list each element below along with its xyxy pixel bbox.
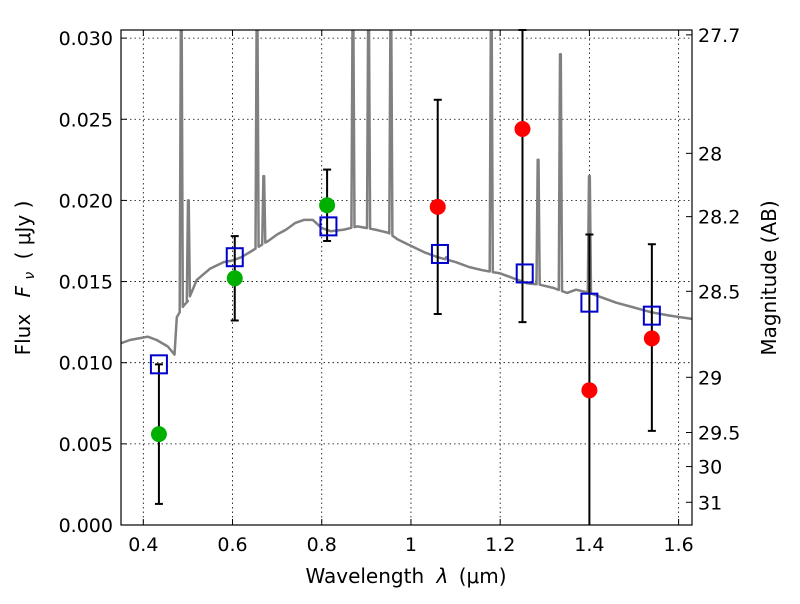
circle-marker bbox=[643, 330, 660, 347]
y-tick-label: 0.000 bbox=[59, 515, 113, 537]
x-tick-label: 0.6 bbox=[217, 534, 247, 556]
circle-marker bbox=[514, 121, 531, 137]
square-marker bbox=[642, 305, 661, 326]
y-tick-label: 0.020 bbox=[59, 190, 113, 212]
x-tick-label: 1.2 bbox=[485, 534, 515, 556]
magnitude-tick-label: 27.7 bbox=[698, 25, 740, 47]
square-marker bbox=[515, 263, 534, 284]
magnitude-tick-label: 28.5 bbox=[698, 281, 740, 303]
circle-marker bbox=[150, 426, 167, 443]
square-marker bbox=[580, 292, 599, 313]
square-marker bbox=[319, 216, 338, 237]
magnitude-tick-label: 30 bbox=[698, 457, 722, 479]
template-spectrum bbox=[121, 30, 692, 356]
x-axis-label: Wavelength λ (μm) bbox=[305, 564, 506, 588]
x-tick-label: 1.6 bbox=[664, 534, 694, 556]
y-tick-label: 0.015 bbox=[59, 272, 113, 294]
square-marker bbox=[225, 247, 244, 268]
data-markers bbox=[149, 121, 661, 443]
x-tick-label: 0.8 bbox=[307, 534, 337, 556]
y-tick-label: 0.005 bbox=[59, 434, 113, 456]
square-marker bbox=[430, 243, 449, 264]
y-axis-ticks: 0.000 0.005 0.010 0.015 0.020 0.025 0.030 bbox=[59, 28, 127, 537]
magnitude-tick-label: 28.2 bbox=[698, 207, 740, 229]
magnitude-tick-label: 29.5 bbox=[698, 422, 740, 444]
magnitude-tick-label: 31 bbox=[698, 492, 722, 514]
magnitude-tick-label: 28 bbox=[698, 143, 722, 165]
x-tick-label: 0.4 bbox=[128, 534, 158, 556]
y-tick-label: 0.025 bbox=[59, 109, 113, 131]
magnitude-axis-label: Magnitude (AB) bbox=[757, 200, 781, 355]
plot-frame bbox=[120, 29, 693, 526]
grid-lines bbox=[121, 30, 692, 526]
magnitude-axis-ticks: 27.7 28 28.2 28.5 29 29.5 30 31 bbox=[686, 25, 740, 514]
circle-marker bbox=[581, 382, 598, 399]
circle-marker bbox=[319, 197, 336, 214]
y-axis-label: Flux F ν ( μJy ) bbox=[11, 201, 39, 356]
y-tick-label: 0.010 bbox=[59, 353, 113, 375]
x-tick-label: 1 bbox=[405, 534, 417, 556]
square-marker bbox=[149, 354, 168, 375]
x-tick-label: 1.4 bbox=[574, 534, 604, 556]
x-axis-ticks: 0.4 0.6 0.8 1 1.2 1.4 1.6 bbox=[128, 30, 694, 556]
circle-marker bbox=[226, 270, 243, 287]
spectrum-line bbox=[121, 30, 692, 356]
y-tick-label: 0.030 bbox=[59, 28, 113, 50]
magnitude-tick-label: 29 bbox=[698, 367, 722, 389]
circle-marker bbox=[429, 198, 446, 215]
